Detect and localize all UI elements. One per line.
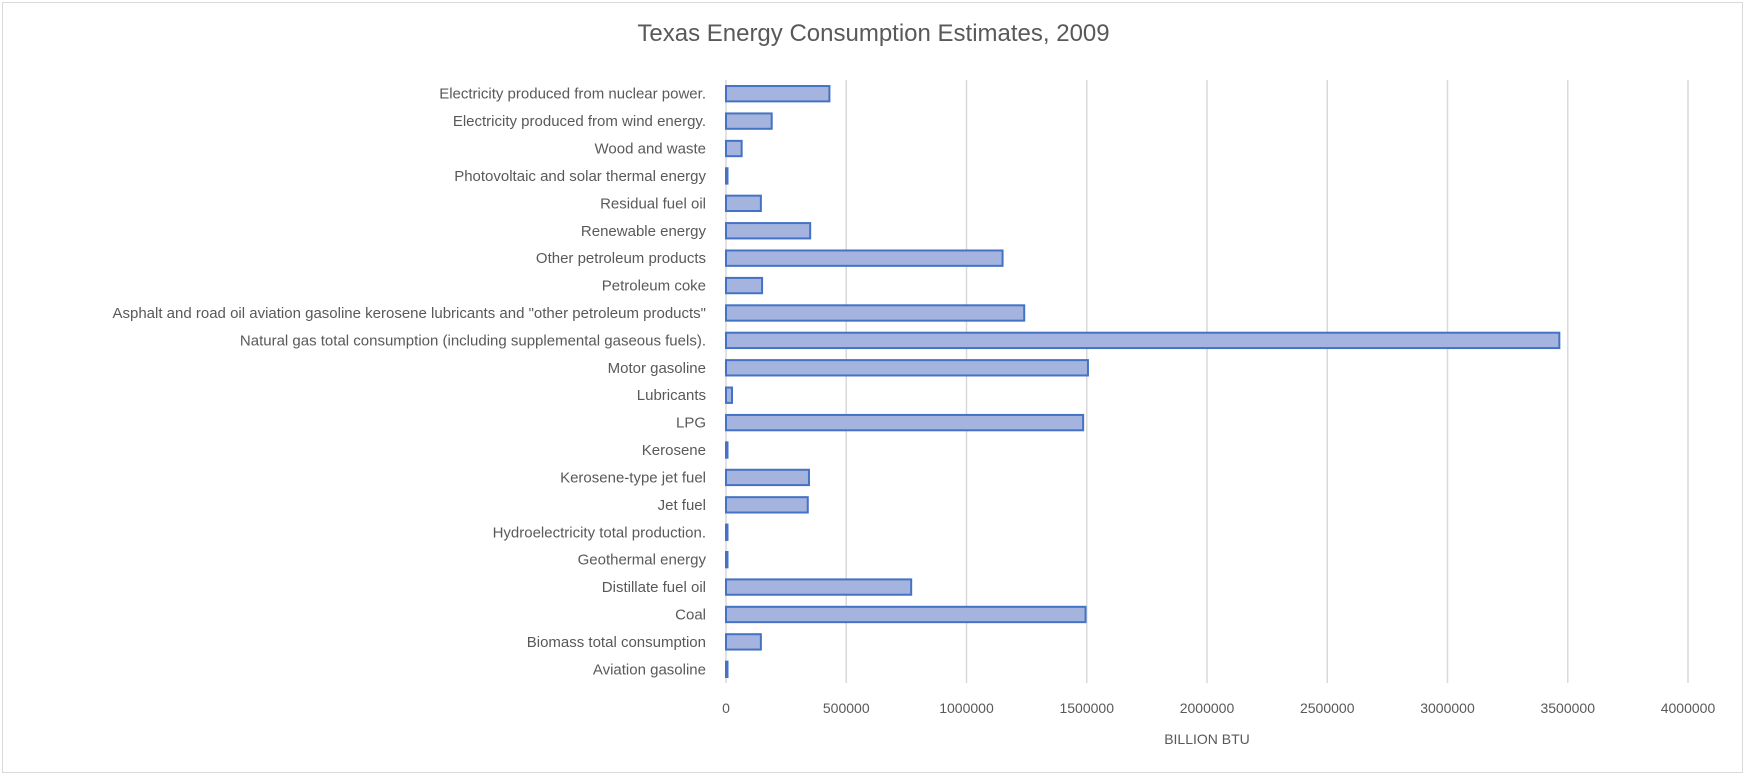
bar [725, 441, 729, 459]
bar [725, 633, 762, 651]
bar [725, 386, 734, 404]
x-tick-label: 2500000 [1300, 700, 1355, 716]
category-label: Residual fuel oil [600, 195, 706, 212]
bar [725, 359, 1089, 377]
bar [725, 413, 1085, 432]
x-tick-label: 1500000 [1059, 700, 1114, 716]
bar [725, 660, 729, 678]
bar [725, 550, 729, 569]
category-label: LPG [676, 415, 706, 432]
category-label: Geothermal energy [578, 552, 707, 569]
category-label: Petroleum coke [602, 278, 706, 295]
bar [725, 523, 729, 541]
bar [725, 496, 809, 514]
category-label: Other petroleum products [536, 250, 706, 267]
bar [725, 112, 773, 130]
category-label: Distillate fuel oil [602, 579, 706, 596]
bar [725, 468, 810, 487]
bar [725, 331, 1561, 350]
x-tick-label: 0 [722, 700, 730, 716]
category-label: Hydroelectricity total production. [493, 524, 706, 541]
category-label: Wood and waste [595, 141, 706, 158]
chart-title: Texas Energy Consumption Estimates, 2009 [637, 20, 1110, 47]
category-label: Natural gas total consumption (including… [240, 332, 706, 349]
category-label: Renewable energy [581, 223, 707, 240]
category-label: Coal [675, 606, 706, 623]
bar [725, 276, 764, 295]
bar [725, 167, 729, 185]
category-label: Motor gasoline [608, 360, 706, 377]
category-label: Asphalt and road oil aviation gasoline k… [112, 305, 706, 322]
bar [725, 139, 743, 158]
bar [725, 222, 812, 240]
category-label: Kerosene [642, 442, 706, 459]
category-label: Jet fuel [658, 497, 706, 514]
category-label: Photovoltaic and solar thermal energy [454, 168, 706, 185]
category-label: Biomass total consumption [527, 634, 706, 651]
bar [725, 578, 913, 596]
x-tick-label: 3500000 [1540, 700, 1595, 716]
bar [725, 605, 1087, 624]
x-tick-label: 2000000 [1180, 700, 1235, 716]
x-tick-label: 1000000 [939, 700, 994, 716]
bar [725, 249, 1004, 267]
bar [725, 194, 762, 213]
bar [725, 304, 1026, 322]
category-label: Electricity produced from nuclear power. [439, 86, 706, 103]
category-label: Kerosene-type jet fuel [560, 469, 706, 486]
category-label: Lubricants [637, 387, 706, 404]
category-label: Electricity produced from wind energy. [453, 113, 706, 130]
category-label: Aviation gasoline [593, 661, 706, 678]
bar [725, 85, 831, 103]
x-tick-label: 3000000 [1420, 700, 1475, 716]
x-axis-title: BILLION BTU [1164, 731, 1250, 747]
x-tick-label: 500000 [823, 700, 870, 716]
x-tick-label: 4000000 [1661, 700, 1716, 716]
